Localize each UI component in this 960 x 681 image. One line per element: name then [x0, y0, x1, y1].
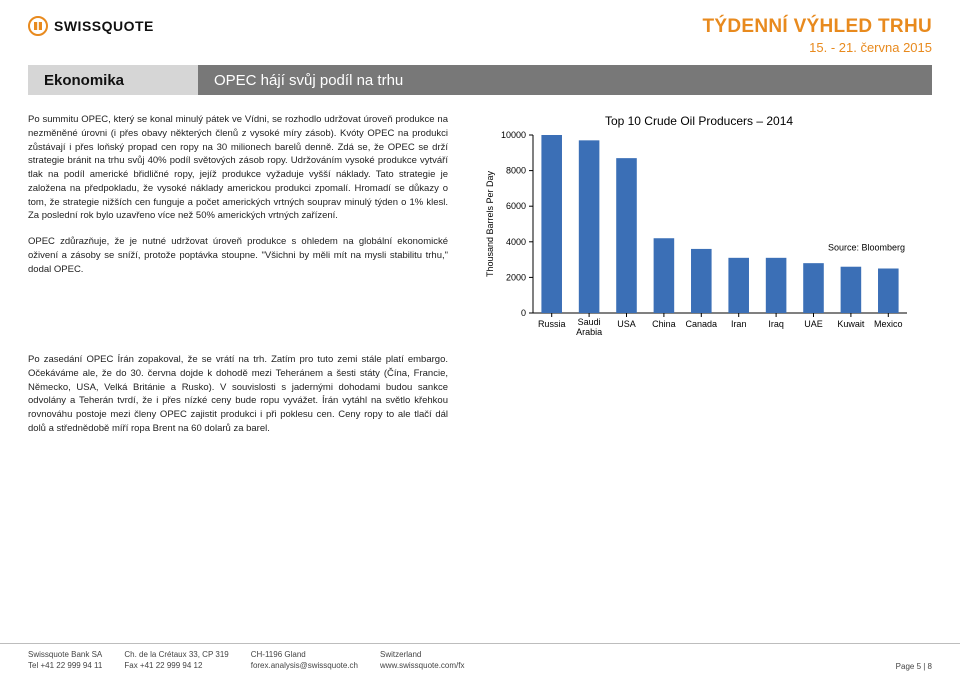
- footer-email: forex.analysis@swissquote.ch: [251, 661, 358, 671]
- footer-col-4: Switzerland www.swissquote.com/fx: [380, 650, 464, 671]
- after-chart-text: Po zasedání OPEC Írán zopakoval, že se v…: [28, 353, 448, 436]
- footer-fax: Fax +41 22 999 94 12: [124, 661, 228, 671]
- footer-web: www.swissquote.com/fx: [380, 661, 464, 671]
- logo-text: SWISSQUOTE: [54, 18, 154, 34]
- svg-text:Iraq: Iraq: [768, 319, 784, 329]
- svg-text:Canada: Canada: [686, 319, 718, 329]
- page-number: Page 5 | 8: [896, 662, 932, 671]
- svg-text:6000: 6000: [506, 201, 526, 211]
- svg-text:8000: 8000: [506, 166, 526, 176]
- svg-text:2000: 2000: [506, 272, 526, 282]
- svg-text:10000: 10000: [501, 130, 526, 140]
- text-column: Po summitu OPEC, který se konal minulý p…: [28, 113, 448, 343]
- footer: Swissquote Bank SA Tel +41 22 999 94 11 …: [0, 643, 960, 671]
- footer-country: Switzerland: [380, 650, 464, 660]
- footer-col-1: Swissquote Bank SA Tel +41 22 999 94 11: [28, 650, 102, 671]
- footer-addr: Ch. de la Crétaux 33, CP 319: [124, 650, 228, 660]
- header-date: 15. - 21. června 2015: [703, 40, 933, 55]
- svg-text:Top 10 Crude Oil Producers – 2: Top 10 Crude Oil Producers – 2014: [605, 114, 793, 128]
- footer-col-3: CH-1196 Gland forex.analysis@swissquote.…: [251, 650, 358, 671]
- svg-text:China: China: [652, 319, 676, 329]
- footer-city: CH-1196 Gland: [251, 650, 358, 660]
- svg-text:4000: 4000: [506, 237, 526, 247]
- header-right: TÝDENNÍ VÝHLED TRHU 15. - 21. června 201…: [703, 16, 933, 55]
- svg-text:USA: USA: [617, 319, 636, 329]
- paragraph-1: Po summitu OPEC, který se konal minulý p…: [28, 113, 448, 223]
- body-columns: Po summitu OPEC, který se konal minulý p…: [28, 113, 932, 343]
- chart-column: Top 10 Crude Oil Producers – 2014 0 2000 40…: [466, 113, 932, 343]
- footer-columns: Swissquote Bank SA Tel +41 22 999 94 11 …: [28, 650, 464, 671]
- svg-text:Kuwait: Kuwait: [837, 319, 865, 329]
- oil-producers-chart: Top 10 Crude Oil Producers – 2014 0 2000 40…: [479, 113, 919, 343]
- header: SWISSQUOTE TÝDENNÍ VÝHLED TRHU 15. - 21.…: [28, 16, 932, 55]
- footer-col-2: Ch. de la Crétaux 33, CP 319 Fax +41 22 …: [124, 650, 228, 671]
- footer-tel: Tel +41 22 999 94 11: [28, 661, 102, 671]
- section-right: OPEC hájí svůj podíl na trhu: [198, 65, 932, 95]
- logo: SWISSQUOTE: [28, 16, 154, 36]
- section-bar: Ekonomika OPEC hájí svůj podíl na trhu: [28, 65, 932, 95]
- section-left: Ekonomika: [28, 65, 198, 95]
- paragraph-3: Po zasedání OPEC Írán zopakoval, že se v…: [28, 353, 448, 436]
- svg-text:Russia: Russia: [538, 319, 566, 329]
- svg-text:0: 0: [521, 308, 526, 318]
- svg-text:Thousand Barrels Per Day: Thousand Barrels Per Day: [485, 170, 495, 277]
- page: SWISSQUOTE TÝDENNÍ VÝHLED TRHU 15. - 21.…: [0, 0, 960, 681]
- svg-text:Arabia: Arabia: [576, 327, 602, 337]
- paragraph-2: OPEC zdůrazňuje, že je nutné udržovat úr…: [28, 235, 448, 276]
- svg-text:UAE: UAE: [804, 319, 823, 329]
- logo-icon: [28, 16, 48, 36]
- header-title: TÝDENNÍ VÝHLED TRHU: [703, 16, 933, 38]
- svg-text:Saudi: Saudi: [578, 317, 601, 327]
- footer-bank: Swissquote Bank SA: [28, 650, 102, 660]
- svg-text:Iran: Iran: [731, 319, 747, 329]
- svg-text:Mexico: Mexico: [874, 319, 903, 329]
- svg-text:Source: Bloomberg: Source: Bloomberg: [828, 243, 905, 253]
